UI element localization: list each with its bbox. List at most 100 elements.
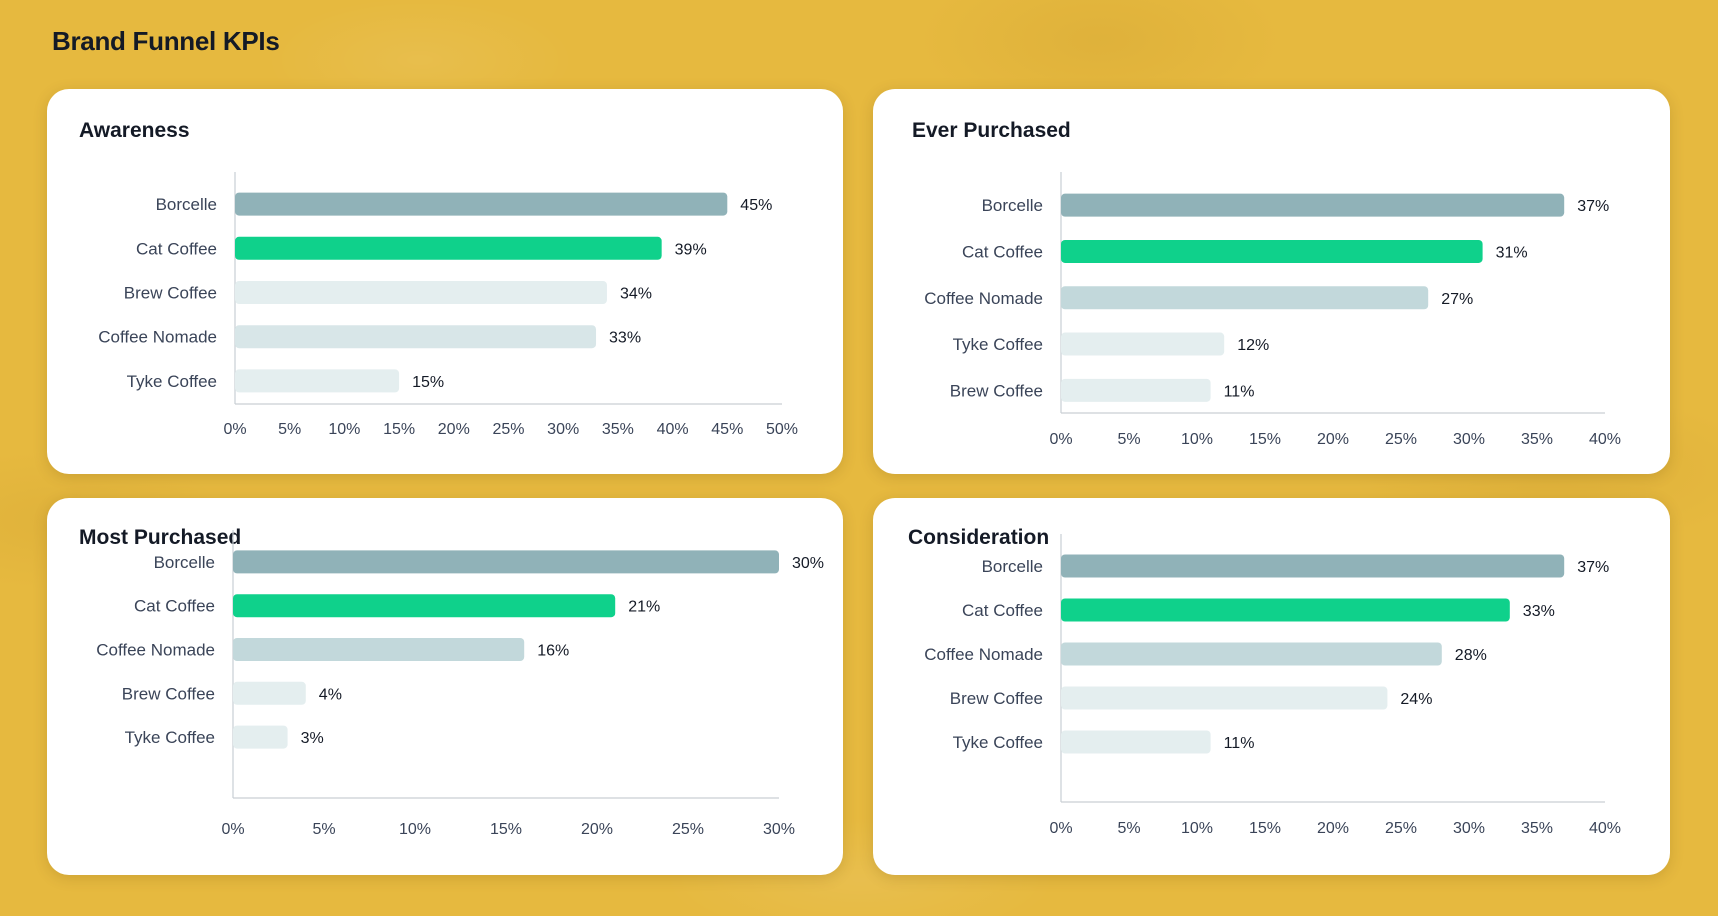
x-tick-label: 40% (657, 421, 689, 438)
bar (1061, 239, 1483, 263)
x-tick-label: 0% (221, 821, 244, 838)
data-label: 37% (1577, 198, 1609, 215)
data-label: 28% (1455, 647, 1487, 664)
x-tick-label: 5% (312, 821, 335, 838)
data-label: 21% (628, 599, 660, 616)
x-tick-label: 45% (711, 421, 743, 438)
data-label: 16% (537, 643, 569, 660)
data-label: 34% (620, 286, 652, 303)
bar (233, 594, 616, 618)
category-label: Tyke Coffee (125, 728, 215, 747)
x-tick-label: 10% (328, 421, 360, 438)
bar (1061, 332, 1225, 356)
x-tick-label: 5% (1117, 820, 1140, 837)
x-tick-label: 40% (1589, 820, 1621, 837)
most-purchased-card: Most Purchased Borcelle 30% Cat Coffee 21% C… (47, 498, 843, 875)
bar (235, 192, 728, 216)
data-label: 45% (740, 197, 772, 214)
data-label: 4% (319, 686, 342, 703)
category-label: Brew Coffee (122, 684, 215, 703)
card-title: Consideration (908, 526, 1050, 549)
data-label: 30% (792, 555, 824, 572)
x-tick-label: 30% (1453, 820, 1485, 837)
x-tick-label: 40% (1589, 431, 1621, 448)
x-tick-label: 15% (1249, 431, 1281, 448)
x-tick-label: 30% (763, 821, 795, 838)
x-tick-label: 20% (581, 821, 613, 838)
data-label: 31% (1496, 244, 1528, 261)
bar (235, 369, 400, 393)
category-label: Coffee Nomade (924, 289, 1043, 308)
data-label: 12% (1237, 337, 1269, 354)
category-label: Brew Coffee (124, 284, 217, 303)
bar (233, 725, 288, 749)
x-tick-label: 50% (766, 421, 798, 438)
x-tick-label: 25% (1385, 431, 1417, 448)
bar (233, 550, 779, 574)
x-tick-label: 15% (1249, 820, 1281, 837)
category-label: Cat Coffee (962, 242, 1043, 261)
data-label: 24% (1400, 691, 1432, 708)
x-tick-label: 35% (602, 421, 634, 438)
x-tick-label: 0% (223, 421, 246, 438)
data-label: 3% (301, 730, 324, 747)
data-label: 15% (412, 374, 444, 391)
x-tick-label: 0% (1049, 431, 1072, 448)
data-label: 39% (675, 241, 707, 258)
category-label: Tyke Coffee (953, 733, 1043, 752)
ever-purchased-card: Ever Purchased Borcelle 37% Cat Coffee 31% C… (873, 89, 1670, 474)
x-tick-label: 30% (1453, 431, 1485, 448)
card-title: Awareness (79, 119, 190, 142)
category-label: Borcelle (154, 553, 215, 572)
bar (235, 281, 607, 304)
bar (235, 236, 662, 260)
category-label: Coffee Nomade (924, 645, 1043, 664)
category-label: Cat Coffee (134, 597, 215, 616)
x-tick-label: 10% (1181, 820, 1213, 837)
x-tick-label: 20% (1317, 820, 1349, 837)
category-label: Tyke Coffee (953, 335, 1043, 354)
x-tick-label: 25% (492, 421, 524, 438)
x-tick-label: 15% (383, 421, 415, 438)
x-tick-label: 0% (1049, 820, 1072, 837)
category-label: Tyke Coffee (127, 372, 217, 391)
bar (1061, 286, 1429, 310)
x-tick-label: 20% (1317, 431, 1349, 448)
bar (1061, 686, 1388, 710)
data-label: 27% (1441, 291, 1473, 308)
data-label: 33% (609, 330, 641, 347)
ever-purchased-chart: Borcelle 37% Cat Coffee 31% Coffee Nomade 27%… (924, 172, 1621, 448)
consideration-chart: Borcelle 37% Cat Coffee 33% Coffee Nomade 28%… (924, 534, 1621, 837)
bar (1061, 554, 1565, 578)
consideration-card: Consideration Borcelle 37% Cat Coffee 33% Co… (873, 498, 1670, 875)
data-label: 37% (1577, 559, 1609, 576)
x-tick-label: 35% (1521, 431, 1553, 448)
category-label: Coffee Nomade (98, 328, 217, 347)
bar (233, 638, 525, 661)
category-label: Borcelle (982, 196, 1043, 215)
page-title: Brand Funnel KPIs (52, 26, 280, 56)
x-tick-label: 15% (490, 821, 522, 838)
category-label: Coffee Nomade (96, 641, 215, 660)
category-label: Borcelle (156, 195, 217, 214)
bar (1061, 193, 1565, 217)
category-label: Borcelle (982, 557, 1043, 576)
x-tick-label: 25% (1385, 820, 1417, 837)
x-tick-label: 10% (399, 821, 431, 838)
bar (233, 681, 306, 705)
category-label: Brew Coffee (950, 381, 1043, 400)
awareness-card: Awareness Borcelle 45% Cat Coffee 39% Brew C… (47, 89, 843, 474)
data-label: 33% (1523, 603, 1555, 620)
category-label: Cat Coffee (136, 239, 217, 258)
bar (1061, 598, 1510, 622)
category-label: Cat Coffee (962, 601, 1043, 620)
category-label: Brew Coffee (950, 689, 1043, 708)
data-label: 11% (1224, 735, 1255, 752)
bar (1061, 642, 1442, 666)
awareness-chart: Borcelle 45% Cat Coffee 39% Brew Coffee 34% Co… (98, 172, 798, 438)
bar (235, 325, 597, 349)
x-tick-label: 25% (672, 821, 704, 838)
most-purchased-chart: Borcelle 30% Cat Coffee 21% Coffee Nomade 16%… (96, 530, 824, 838)
x-tick-label: 35% (1521, 820, 1553, 837)
bar (1061, 378, 1211, 402)
